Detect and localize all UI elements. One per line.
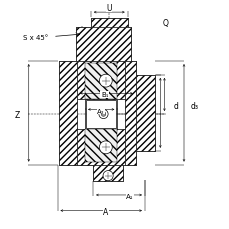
- Bar: [58, 62, 77, 165]
- Bar: [76, 27, 131, 62]
- Text: U: U: [106, 3, 112, 13]
- Bar: [86, 101, 116, 128]
- Bar: [125, 62, 135, 165]
- Bar: [135, 76, 155, 151]
- Bar: [85, 64, 117, 100]
- Text: A₂: A₂: [97, 108, 105, 114]
- Text: A: A: [103, 207, 108, 216]
- Circle shape: [98, 110, 108, 119]
- Circle shape: [99, 75, 112, 88]
- Text: S x 45°: S x 45°: [23, 35, 48, 41]
- Bar: [77, 129, 125, 165]
- Text: d: d: [173, 102, 178, 111]
- Circle shape: [99, 141, 112, 154]
- Text: A₁: A₁: [126, 193, 133, 199]
- Bar: [90, 19, 127, 27]
- Circle shape: [101, 112, 105, 117]
- Text: Q: Q: [162, 18, 168, 27]
- Text: B₁: B₁: [101, 92, 108, 98]
- Bar: [77, 62, 125, 100]
- Text: d₃: d₃: [190, 102, 197, 111]
- Text: Z: Z: [15, 110, 20, 119]
- Bar: [93, 165, 123, 181]
- Circle shape: [103, 171, 113, 181]
- Bar: [85, 129, 117, 163]
